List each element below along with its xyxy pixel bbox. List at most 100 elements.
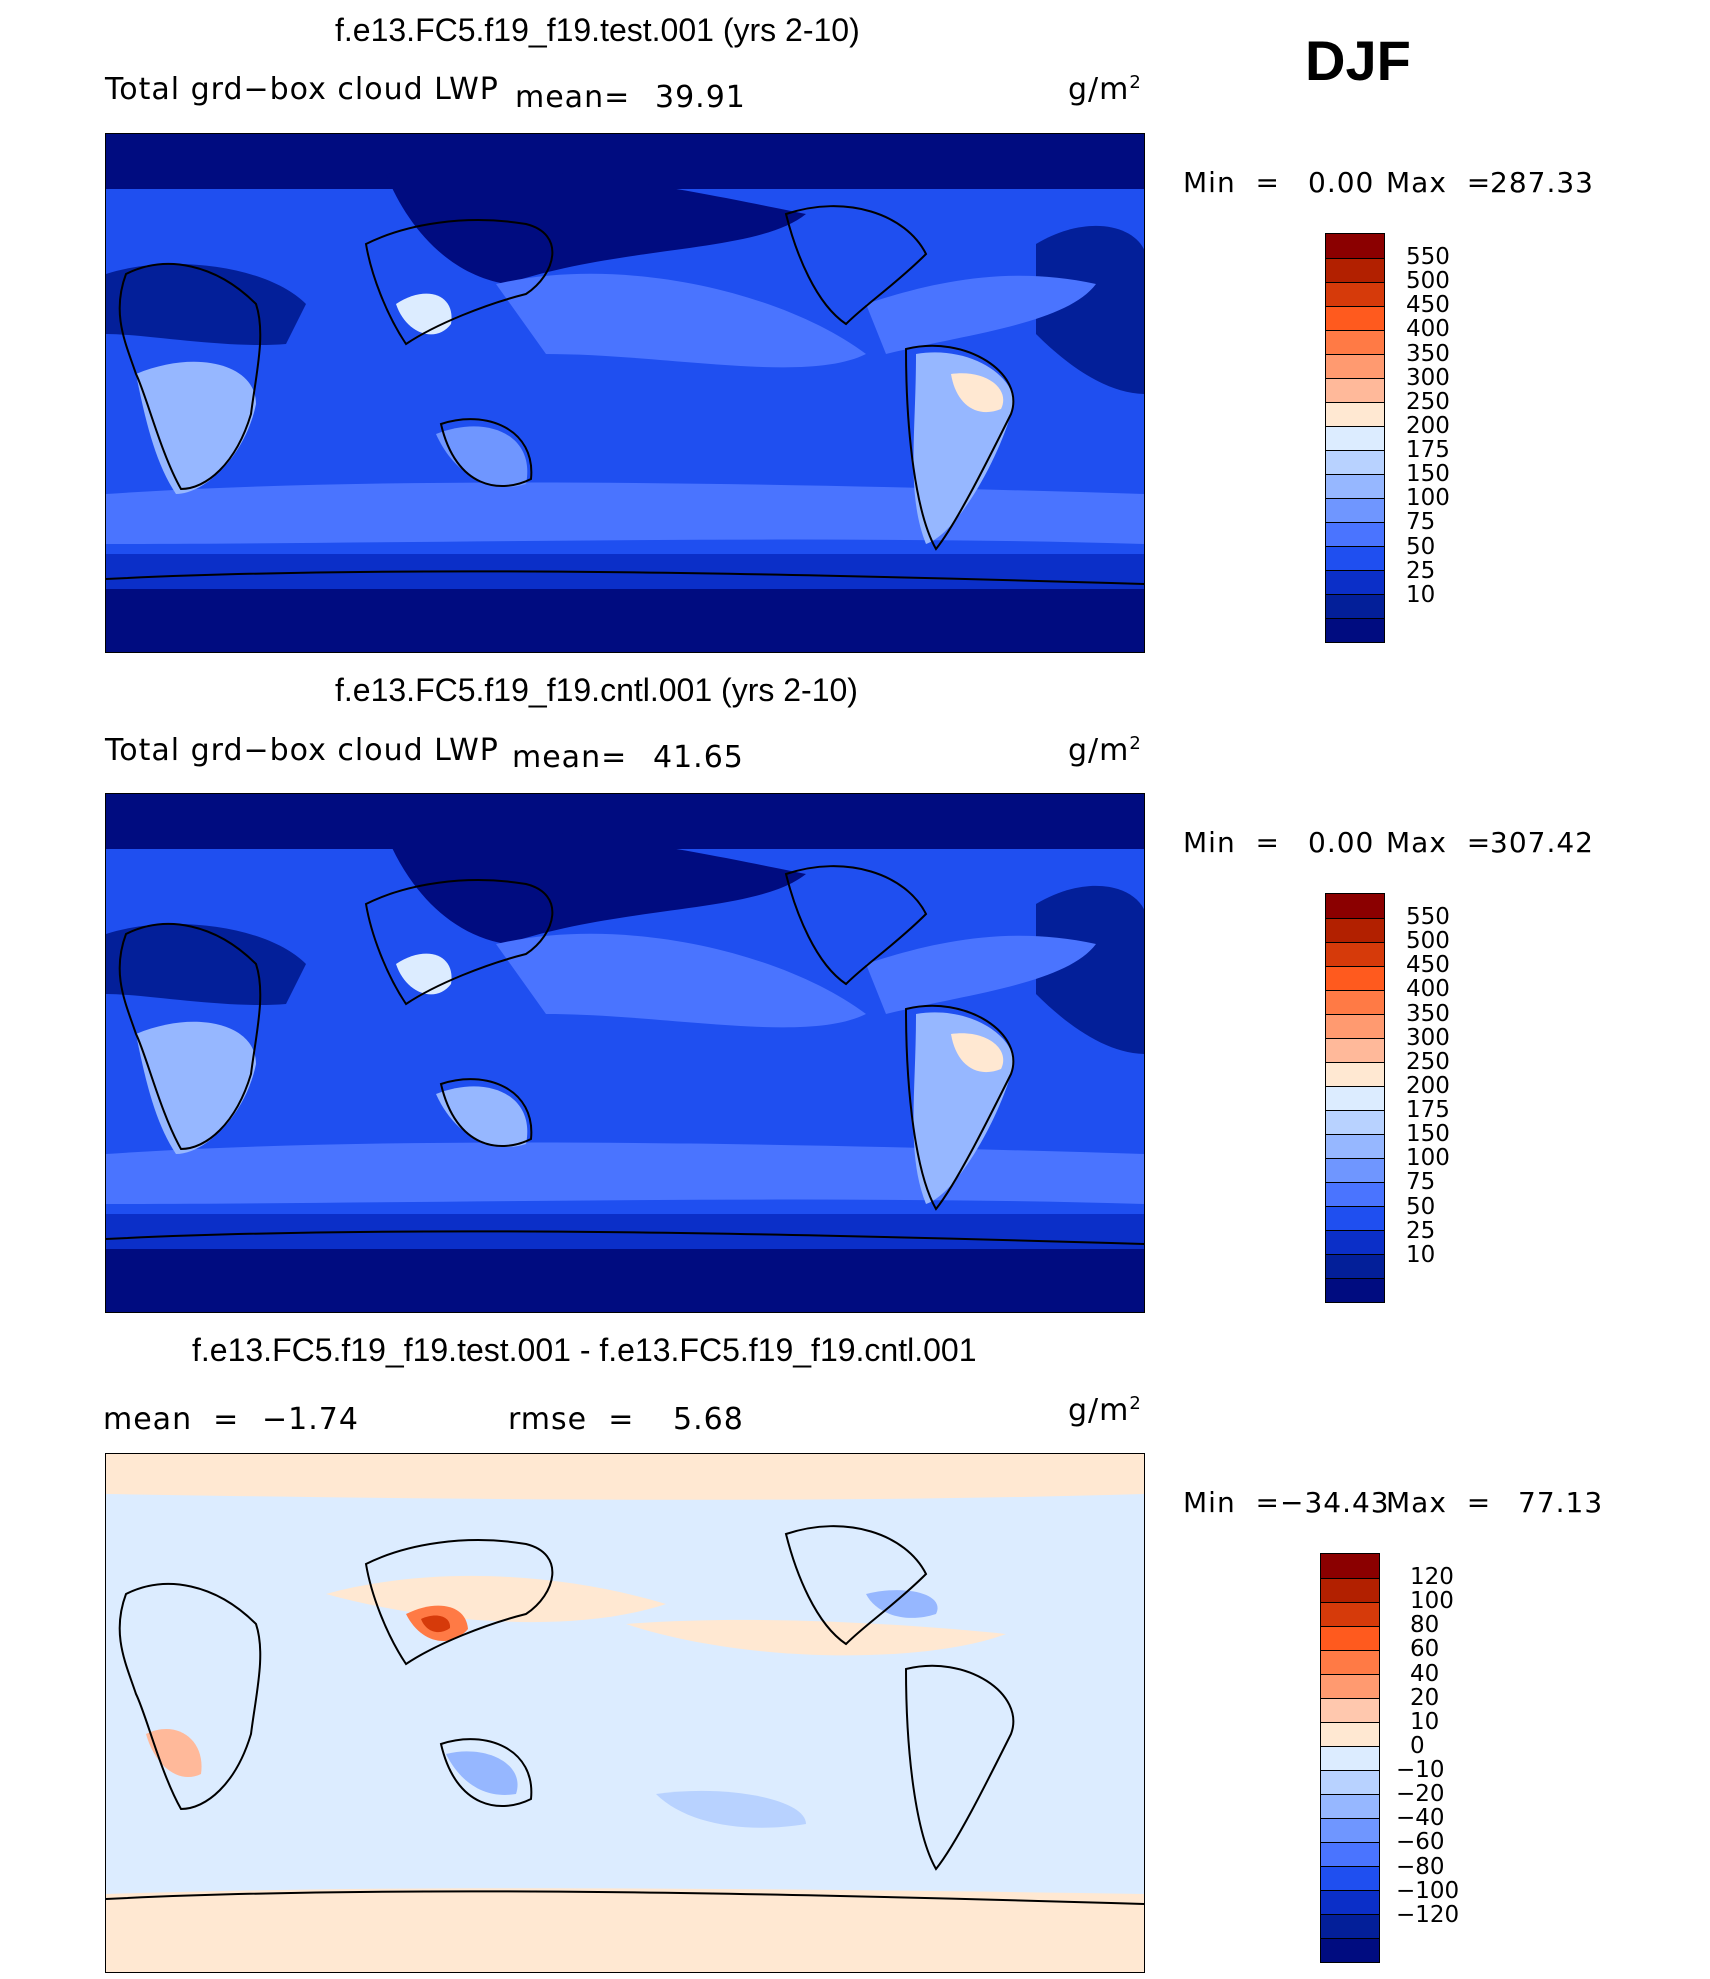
colorbar-tick-label: 100 <box>1406 485 1450 512</box>
colorbar-segment <box>1321 1794 1379 1818</box>
arctic-band <box>106 794 1144 849</box>
amazon-peak <box>951 1033 1004 1073</box>
north-pacific-positive <box>326 1575 666 1623</box>
panel-2-mean-value: 41.65 <box>653 740 744 775</box>
panel-2-colorbar <box>1325 893 1385 1303</box>
east-asia-peak <box>396 293 452 335</box>
colorbar-tick-label: 300 <box>1406 364 1450 391</box>
colorbar-tick-label: 80 <box>1410 1612 1440 1639</box>
colorbar-tick-label: −20 <box>1396 1781 1445 1808</box>
colorbar-tick-label: 75 <box>1406 1169 1436 1196</box>
panel-1-min-value: 0.00 <box>1308 166 1375 199</box>
panel-1-variable-label: Total grd−box cloud LWP <box>105 72 499 107</box>
panel-1-map <box>105 133 1145 653</box>
panel-2-title: f.e13.FC5.f19_f19.cntl.001 (yrs 2-10) <box>335 672 858 708</box>
coastlines <box>106 205 1144 585</box>
units-base: g/m <box>1068 72 1130 107</box>
antarctic-band <box>106 1249 1144 1312</box>
units-exponent: 2 <box>1129 72 1142 93</box>
amazon-peak <box>951 373 1004 413</box>
colorbar-tick-label: −100 <box>1396 1877 1460 1904</box>
colorbar-segment <box>1321 1746 1379 1770</box>
colorbar-segment <box>1326 354 1384 378</box>
colorbar-tick-label: 250 <box>1406 1048 1450 1075</box>
colorbar-segment <box>1321 1626 1379 1650</box>
colorbar-segment <box>1321 1818 1379 1842</box>
arctic-band <box>106 134 1144 189</box>
pacific-storm-track <box>496 933 866 1028</box>
panel-3-rmse-value: 5.68 <box>673 1402 744 1437</box>
atlantic-dry <box>1036 885 1144 1054</box>
colorbar-tick-label: −120 <box>1396 1901 1460 1928</box>
atlantic-storm-track <box>866 275 1096 354</box>
panel-3-title: f.e13.FC5.f19_f19.test.001 - f.e13.FC5.f… <box>192 1332 977 1368</box>
colorbar-tick-label: −80 <box>1396 1853 1445 1880</box>
units-base: g/m <box>1068 733 1130 768</box>
colorbar-segment <box>1326 378 1384 402</box>
panel-1-map-svg <box>106 134 1144 652</box>
colorbar-tick-label: 25 <box>1406 1217 1436 1244</box>
colorbar-tick-label: −60 <box>1396 1829 1445 1856</box>
subtropical-positive <box>626 1619 1006 1656</box>
panel-2-mean-label: mean= <box>512 740 628 775</box>
colorbar-tick-label: 200 <box>1406 412 1450 439</box>
colorbar-segment <box>1326 1230 1384 1254</box>
panel-3-max-label: Max = <box>1386 1486 1492 1519</box>
colorbar-tick-label: −40 <box>1396 1805 1445 1832</box>
panel-3-mean-value: −1.74 <box>262 1402 359 1437</box>
colorbar-tick-label: 0 <box>1410 1732 1425 1759</box>
difference-background <box>106 1454 1144 1972</box>
panel-3-rmse-label: rmse = <box>508 1402 635 1437</box>
panel-1-mean-label: mean= <box>515 80 631 115</box>
panel-1-mean-value: 39.91 <box>655 80 746 115</box>
colorbar-tick-label: 350 <box>1406 1000 1450 1027</box>
colorbar-segment <box>1326 918 1384 942</box>
panel-2-map <box>105 793 1145 1313</box>
colorbar-segment <box>1326 522 1384 546</box>
colorbar-segment <box>1321 1674 1379 1698</box>
south-pacific-negative <box>656 1790 806 1828</box>
colorbar-tick-label: 550 <box>1406 244 1450 271</box>
colorbar-tick-label: 450 <box>1406 952 1450 979</box>
southern-storm-track <box>106 482 1144 544</box>
panel-3-units: g/m2 <box>1068 1393 1142 1428</box>
colorbar-segment <box>1321 1842 1379 1866</box>
colorbar-segment <box>1326 894 1384 918</box>
colorbar-segment <box>1326 450 1384 474</box>
colorbar-tick-label: 100 <box>1410 1588 1454 1615</box>
colorbar-tick-label: 120 <box>1410 1564 1454 1591</box>
coastlines <box>106 1525 1144 1905</box>
pacific-storm-track <box>496 273 866 368</box>
arctic-positive <box>106 1454 1144 1500</box>
colorbar-tick-label: 350 <box>1406 340 1450 367</box>
colorbar-tick-label: 400 <box>1406 316 1450 343</box>
colorbar-tick-label: 150 <box>1406 1121 1450 1148</box>
colorbar-segment <box>1326 234 1384 258</box>
colorbar-segment <box>1321 1650 1379 1674</box>
colorbar-segment <box>1326 1278 1384 1302</box>
colorbar-segment <box>1326 1086 1384 1110</box>
colorbar-segment <box>1326 1158 1384 1182</box>
panel-1-max-value: 287.33 <box>1490 166 1594 199</box>
southern-storm-track <box>106 1142 1144 1204</box>
panel-2-max-value: 307.42 <box>1490 826 1594 859</box>
panel-3-max-value: 77.13 <box>1518 1486 1604 1519</box>
colorbar-tick-label: 175 <box>1406 437 1450 464</box>
panel-3-colorbar <box>1320 1553 1380 1963</box>
colorbar-segment <box>1326 1110 1384 1134</box>
colorbar-segment <box>1321 1938 1379 1962</box>
colorbar-segment <box>1326 498 1384 522</box>
colorbar-segment <box>1326 282 1384 306</box>
australia-field <box>436 1086 528 1147</box>
atlantic-storm-track <box>866 935 1096 1014</box>
colorbar-segment <box>1326 546 1384 570</box>
colorbar-segment <box>1321 1602 1379 1626</box>
colorbar-segment <box>1326 618 1384 642</box>
australia-negative <box>446 1751 518 1795</box>
panel-1-max-label: Max = <box>1386 166 1492 199</box>
colorbar-tick-label: 300 <box>1406 1024 1450 1051</box>
colorbar-tick-label: 10 <box>1410 1708 1440 1735</box>
panel-2-min-label: Min = <box>1183 826 1280 859</box>
panel-2-map-svg <box>106 794 1144 1312</box>
panel-1-min-label: Min = <box>1183 166 1280 199</box>
